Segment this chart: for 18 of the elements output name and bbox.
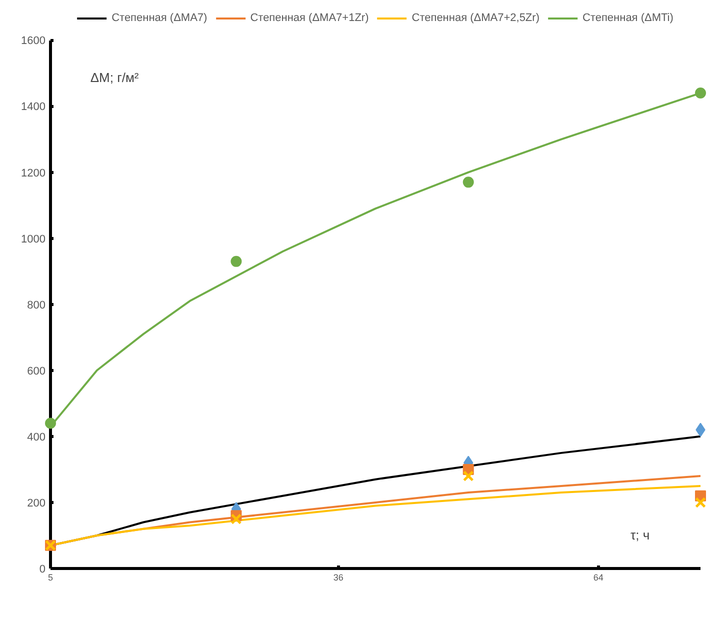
- x-axis-title: τ; ч: [630, 528, 650, 542]
- x-tick-label: 5: [48, 572, 54, 582]
- x-tick-label: 64: [593, 572, 604, 582]
- y-tick-label: 800: [27, 299, 46, 312]
- y-tick-label: 1000: [21, 233, 46, 246]
- y-tick-label: 0: [39, 564, 46, 576]
- y-tick-label: 400: [27, 431, 46, 444]
- y-tick-label: 600: [27, 365, 46, 378]
- legend-label: Степенная (ΔMA7): [112, 12, 208, 24]
- y-axis-title: ΔM; г/м²: [90, 70, 140, 86]
- legend-label: Степенная (ΔMA7+1Zr): [250, 12, 369, 24]
- x-tick-label: 36: [333, 572, 344, 582]
- y-tick-label: 200: [27, 497, 46, 510]
- y-tick-label: 1600: [21, 35, 46, 48]
- y-tick-label: 1200: [21, 167, 46, 180]
- legend-label: Степенная (ΔMTi): [582, 12, 674, 24]
- y-tick-label: 1400: [21, 101, 46, 114]
- legend-label: Степенная (ΔMA7+2,5Zr): [412, 12, 540, 24]
